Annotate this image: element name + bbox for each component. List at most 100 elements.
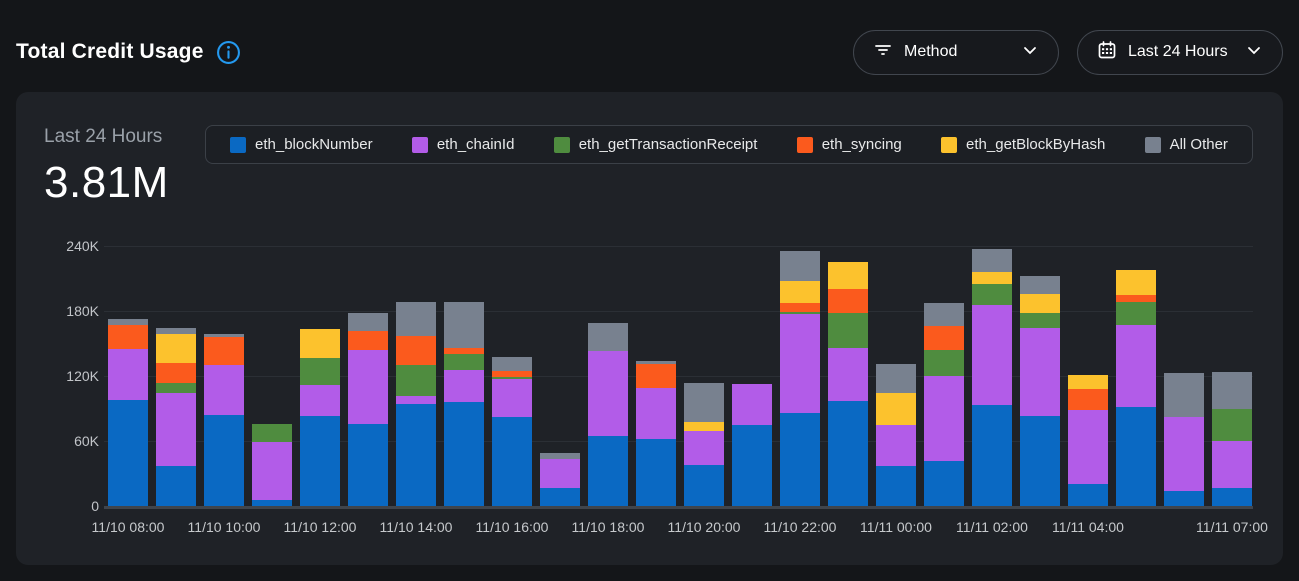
bar-segment[interactable] bbox=[1020, 276, 1060, 294]
bar-segment[interactable] bbox=[828, 400, 868, 506]
bar-segment[interactable] bbox=[444, 347, 484, 355]
bar-segment[interactable] bbox=[732, 424, 772, 506]
bar-segment[interactable] bbox=[924, 376, 964, 461]
info-icon[interactable] bbox=[216, 40, 241, 65]
bar-segment[interactable] bbox=[444, 402, 484, 506]
bar-segment[interactable] bbox=[828, 347, 868, 401]
bar-segment[interactable] bbox=[588, 322, 628, 352]
bar-column[interactable] bbox=[972, 249, 1012, 506]
bar-segment[interactable] bbox=[108, 399, 148, 506]
bar-segment[interactable] bbox=[1212, 487, 1252, 506]
bar-segment[interactable] bbox=[684, 421, 724, 432]
bar-segment[interactable] bbox=[108, 348, 148, 400]
bar-column[interactable] bbox=[108, 318, 148, 506]
bar-segment[interactable] bbox=[1164, 490, 1204, 506]
bar-segment[interactable] bbox=[636, 387, 676, 439]
bar-column[interactable] bbox=[300, 329, 340, 506]
bar-segment[interactable] bbox=[684, 382, 724, 422]
bar-segment[interactable] bbox=[636, 364, 676, 388]
bar-segment[interactable] bbox=[396, 335, 436, 366]
bar-segment[interactable] bbox=[924, 326, 964, 350]
bar-segment[interactable] bbox=[396, 395, 436, 405]
bar-segment[interactable] bbox=[492, 356, 532, 371]
bar-column[interactable] bbox=[396, 302, 436, 506]
legend-item[interactable]: eth_chainId bbox=[411, 136, 514, 153]
bar-segment[interactable] bbox=[156, 465, 196, 506]
legend-item[interactable]: eth_getBlockByHash bbox=[941, 136, 1105, 153]
bar-segment[interactable] bbox=[588, 351, 628, 436]
bar-segment[interactable] bbox=[156, 333, 196, 364]
legend-item[interactable]: eth_syncing bbox=[796, 136, 902, 153]
bar-segment[interactable] bbox=[348, 350, 388, 424]
bar-segment[interactable] bbox=[348, 423, 388, 506]
bar-segment[interactable] bbox=[780, 303, 820, 313]
bar-column[interactable] bbox=[588, 322, 628, 506]
legend-item[interactable]: eth_blockNumber bbox=[230, 136, 373, 153]
bar-segment[interactable] bbox=[252, 442, 292, 500]
bar-segment[interactable] bbox=[156, 363, 196, 383]
bar-segment[interactable] bbox=[732, 383, 772, 425]
bar-segment[interactable] bbox=[492, 379, 532, 418]
bar-column[interactable] bbox=[492, 356, 532, 506]
bar-segment[interactable] bbox=[780, 251, 820, 281]
bar-column[interactable] bbox=[540, 452, 580, 506]
bar-segment[interactable] bbox=[684, 431, 724, 465]
bar-segment[interactable] bbox=[972, 283, 1012, 305]
bar-segment[interactable] bbox=[300, 384, 340, 417]
bar-segment[interactable] bbox=[252, 499, 292, 506]
bar-segment[interactable] bbox=[444, 302, 484, 348]
bar-segment[interactable] bbox=[204, 365, 244, 415]
bar-segment[interactable] bbox=[1020, 416, 1060, 506]
bar-segment[interactable] bbox=[300, 329, 340, 358]
bar-column[interactable] bbox=[732, 383, 772, 506]
bar-segment[interactable] bbox=[252, 423, 292, 443]
bar-column[interactable] bbox=[348, 313, 388, 506]
bar-segment[interactable] bbox=[636, 438, 676, 506]
bar-segment[interactable] bbox=[876, 364, 916, 394]
bar-column[interactable] bbox=[876, 364, 916, 506]
bar-column[interactable] bbox=[684, 382, 724, 506]
bar-segment[interactable] bbox=[444, 369, 484, 402]
bar-column[interactable] bbox=[1164, 372, 1204, 506]
bar-column[interactable] bbox=[924, 303, 964, 506]
bar-segment[interactable] bbox=[780, 312, 820, 315]
bar-segment[interactable] bbox=[1212, 371, 1252, 409]
bar-segment[interactable] bbox=[924, 303, 964, 327]
bar-column[interactable] bbox=[636, 360, 676, 506]
bar-segment[interactable] bbox=[780, 412, 820, 506]
bar-segment[interactable] bbox=[1212, 441, 1252, 488]
bar-segment[interactable] bbox=[780, 280, 820, 304]
bar-segment[interactable] bbox=[972, 304, 1012, 406]
legend-item[interactable]: All Other bbox=[1144, 136, 1228, 153]
bar-segment[interactable] bbox=[876, 424, 916, 466]
bar-segment[interactable] bbox=[1116, 269, 1156, 295]
bar-segment[interactable] bbox=[108, 325, 148, 349]
bar-segment[interactable] bbox=[540, 459, 580, 488]
bar-segment[interactable] bbox=[1020, 293, 1060, 314]
bar-segment[interactable] bbox=[396, 365, 436, 396]
bar-column[interactable] bbox=[252, 423, 292, 506]
bar-segment[interactable] bbox=[1068, 409, 1108, 485]
bar-column[interactable] bbox=[1068, 374, 1108, 506]
bar-segment[interactable] bbox=[972, 405, 1012, 506]
bar-segment[interactable] bbox=[1068, 484, 1108, 506]
time-range-dropdown[interactable]: Last 24 Hours bbox=[1077, 29, 1283, 75]
bar-segment[interactable] bbox=[348, 330, 388, 351]
bar-segment[interactable] bbox=[1116, 325, 1156, 408]
bar-segment[interactable] bbox=[972, 249, 1012, 273]
bar-column[interactable] bbox=[1020, 276, 1060, 506]
bar-segment[interactable] bbox=[1020, 313, 1060, 329]
bar-segment[interactable] bbox=[300, 416, 340, 506]
bar-segment[interactable] bbox=[540, 487, 580, 506]
bar-segment[interactable] bbox=[156, 393, 196, 466]
bar-segment[interactable] bbox=[1116, 302, 1156, 326]
bar-segment[interactable] bbox=[300, 357, 340, 385]
bar-segment[interactable] bbox=[1020, 328, 1060, 417]
bar-segment[interactable] bbox=[780, 314, 820, 413]
bar-segment[interactable] bbox=[348, 313, 388, 331]
bar-segment[interactable] bbox=[1212, 408, 1252, 442]
bar-column[interactable] bbox=[1116, 269, 1156, 506]
bar-segment[interactable] bbox=[1164, 372, 1204, 418]
bar-segment[interactable] bbox=[828, 313, 868, 348]
bar-segment[interactable] bbox=[1116, 294, 1156, 303]
